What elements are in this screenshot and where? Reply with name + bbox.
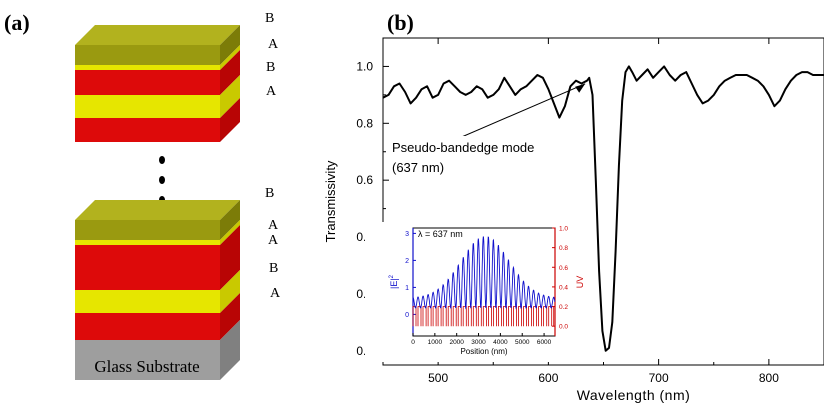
layer-a-side bbox=[220, 75, 240, 118]
layer-red-side bbox=[220, 98, 240, 142]
annotation-arrow-line bbox=[449, 83, 586, 143]
x-tick-label: 500 bbox=[428, 371, 448, 385]
y-axis-label: Transmissivity bbox=[323, 160, 338, 242]
inset-field-intensity bbox=[412, 236, 556, 310]
inset-wavelength-label: λ = 637 nm bbox=[418, 229, 463, 239]
layer-red-side bbox=[220, 293, 240, 340]
inset-x-tick-label: 3000 bbox=[471, 339, 486, 346]
layer-red-side bbox=[220, 225, 240, 290]
inset-x-tick-label: 1000 bbox=[428, 339, 443, 346]
substrate-label: Glass Substrate bbox=[94, 357, 199, 376]
panel-a-structure: (a) B A B A bbox=[0, 0, 300, 406]
x-tick-label: 800 bbox=[759, 371, 779, 385]
transmission-chart: (b) 500 600 700 800 0.0 0.2 0.4 0.6 0.8 1.0 Wavele… bbox=[323, 10, 824, 403]
inset-y-right-tick-label: 0.8 bbox=[559, 245, 568, 252]
inset-y-right-tick-label: 0.0 bbox=[559, 324, 568, 331]
glass-substrate bbox=[75, 340, 220, 380]
layer-letter: B bbox=[269, 261, 278, 276]
layer-b-side bbox=[220, 200, 240, 240]
x-tick-label: 700 bbox=[649, 371, 669, 385]
inset-x-tick-label: 6000 bbox=[537, 339, 552, 346]
inset-x-axis-label: Position (nm) bbox=[460, 347, 507, 356]
inset-x-tick-label: 2000 bbox=[449, 339, 464, 346]
inset-y-left-tick-label: 3 bbox=[405, 231, 409, 238]
layer-letter: A bbox=[268, 37, 279, 52]
annotation-arrowhead bbox=[575, 83, 586, 93]
inset-y-right-tick-label: 1.0 bbox=[559, 226, 568, 233]
panel-b-transmission-chart: (b) 500 600 700 800 0.0 0.2 0.4 0.6 0.8 1.0 Wavele… bbox=[300, 0, 824, 406]
layer-a-side bbox=[220, 45, 240, 70]
panel-b-label: (b) bbox=[387, 10, 414, 35]
x-tick-label: 600 bbox=[538, 371, 558, 385]
inset-x-tick-label: 0 bbox=[411, 339, 415, 346]
layer-a-front bbox=[75, 290, 220, 313]
layer-letter: A bbox=[268, 233, 279, 248]
inset-y-left-tick-label: 0 bbox=[405, 312, 409, 319]
layer-letter: B bbox=[265, 186, 274, 201]
ellipsis-dots bbox=[159, 156, 165, 204]
annotation-backdrop bbox=[388, 136, 552, 176]
inset-y-left-tick-label: 2 bbox=[405, 258, 409, 265]
layer-red-side bbox=[220, 50, 240, 95]
inset-y-left-label: |E|2 bbox=[389, 274, 399, 289]
inset-chart: 0 1000 2000 3000 4000 5000 6000 0 1 2 3 0.0 0.2 0.4 0.… bbox=[365, 222, 593, 362]
x-axis-label: Wavelength (nm) bbox=[577, 387, 691, 403]
layer-stack-illustration: (a) B A B A bbox=[4, 10, 281, 380]
layer-letter: A bbox=[270, 286, 281, 301]
layer-a-side bbox=[220, 270, 240, 313]
inset-y-right-tick-label: 0.6 bbox=[559, 265, 568, 272]
layer-a-front bbox=[75, 65, 220, 70]
layer-a-side bbox=[220, 220, 240, 245]
layer-b-side bbox=[220, 25, 240, 65]
layer-top-face bbox=[75, 200, 240, 220]
layer-a-front bbox=[75, 240, 220, 245]
layer-letter: A bbox=[268, 218, 279, 233]
layer-letter: B bbox=[265, 11, 274, 26]
y-tick-label: 1.0 bbox=[356, 59, 373, 73]
inset-y-right-label: UV bbox=[575, 276, 585, 289]
inset-y-right-tick-label: 0.2 bbox=[559, 304, 568, 311]
y-tick-label: 0.6 bbox=[356, 173, 373, 187]
glass-substrate-side bbox=[220, 320, 240, 380]
layer-a-front bbox=[75, 95, 220, 118]
layer-red-front bbox=[75, 313, 220, 340]
bottom-layer-stack: Glass Substrate bbox=[75, 200, 240, 380]
transmission-curve bbox=[382, 65, 824, 352]
annotation-line-2: (637 nm) bbox=[392, 160, 444, 175]
layer-b-front bbox=[75, 45, 220, 65]
y-tick-label: 0.8 bbox=[356, 116, 373, 130]
inset-y-right-tick-label: 0.4 bbox=[559, 284, 568, 291]
inset-y-left-tick-label: 1 bbox=[405, 285, 409, 292]
annotation-line-1: Pseudo-bandedge mode bbox=[392, 140, 534, 155]
layer-letter: A bbox=[266, 84, 277, 99]
layer-b-front bbox=[75, 220, 220, 240]
layer-red-front bbox=[75, 70, 220, 95]
layer-top-face bbox=[75, 25, 240, 45]
panel-a-label: (a) bbox=[4, 10, 30, 35]
layer-red-front bbox=[75, 245, 220, 290]
inset-x-tick-label: 4000 bbox=[493, 339, 508, 346]
inset-x-tick-label: 5000 bbox=[515, 339, 530, 346]
top-layer-stack bbox=[75, 25, 240, 142]
layer-letter: B bbox=[266, 60, 275, 75]
layer-red-front bbox=[75, 118, 220, 142]
